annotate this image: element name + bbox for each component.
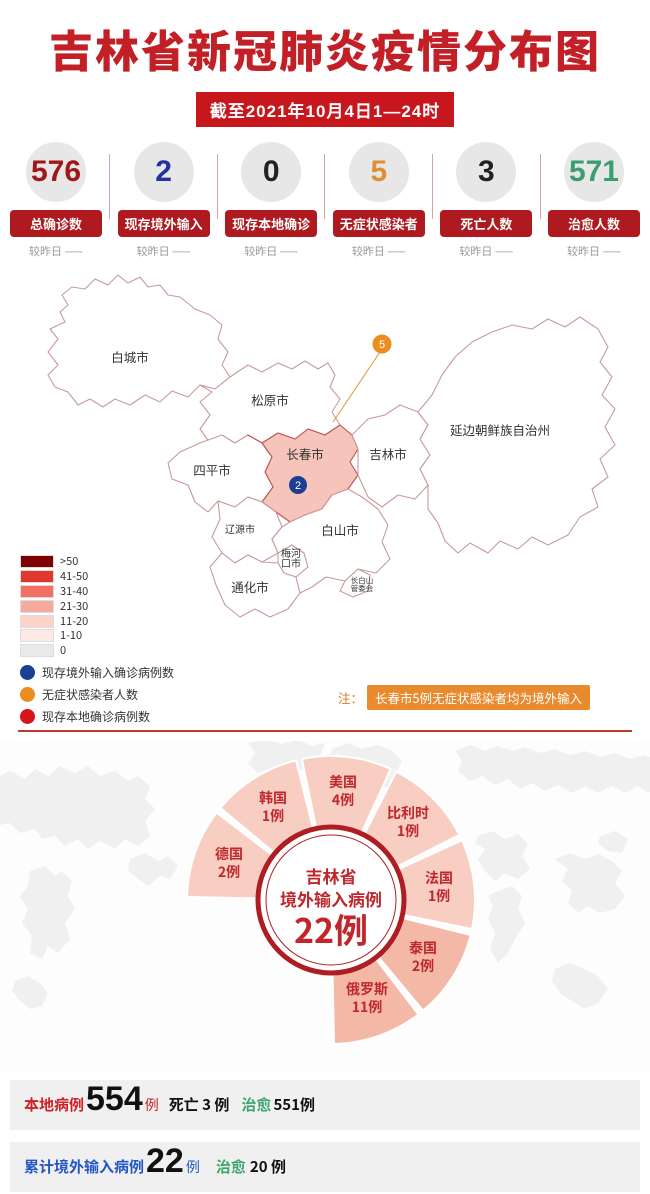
svg-text:延边朝鲜族自治州: 延边朝鲜族自治州 [450,420,550,439]
svg-text:白城市: 白城市 [111,347,149,366]
svg-text:2例: 2例 [412,956,434,976]
svg-text:4例: 4例 [332,790,354,810]
svg-text:吉林市: 吉林市 [369,444,407,463]
svg-text:通化市: 通化市 [231,577,269,596]
svg-text:1例: 1例 [397,821,419,841]
svg-text:长春市: 长春市 [286,444,324,463]
svg-text:22例: 22例 [294,904,368,953]
svg-text:白山市: 白山市 [321,520,359,539]
svg-text:2例: 2例 [218,862,240,882]
svg-text:美国: 美国 [329,772,357,792]
svg-text:比利时: 比利时 [387,803,429,823]
svg-text:松原市: 松原市 [251,390,289,409]
svg-text:2: 2 [295,480,301,492]
svg-text:1例: 1例 [262,806,284,826]
svg-text:5: 5 [379,339,385,351]
svg-text:德国: 德国 [215,844,243,864]
svg-text:四平市: 四平市 [193,460,231,479]
svg-text:11例: 11例 [352,997,383,1017]
svg-text:吉林省: 吉林省 [306,863,357,888]
svg-text:法国: 法国 [425,868,453,888]
svg-text:1例: 1例 [428,886,450,906]
svg-text:泰国: 泰国 [409,938,437,958]
svg-text:管委会: 管委会 [351,583,374,594]
svg-text:口市: 口市 [281,555,301,570]
svg-text:韩国: 韩国 [259,788,287,808]
svg-text:俄罗斯: 俄罗斯 [346,979,388,999]
svg-text:辽源市: 辽源市 [225,521,255,536]
